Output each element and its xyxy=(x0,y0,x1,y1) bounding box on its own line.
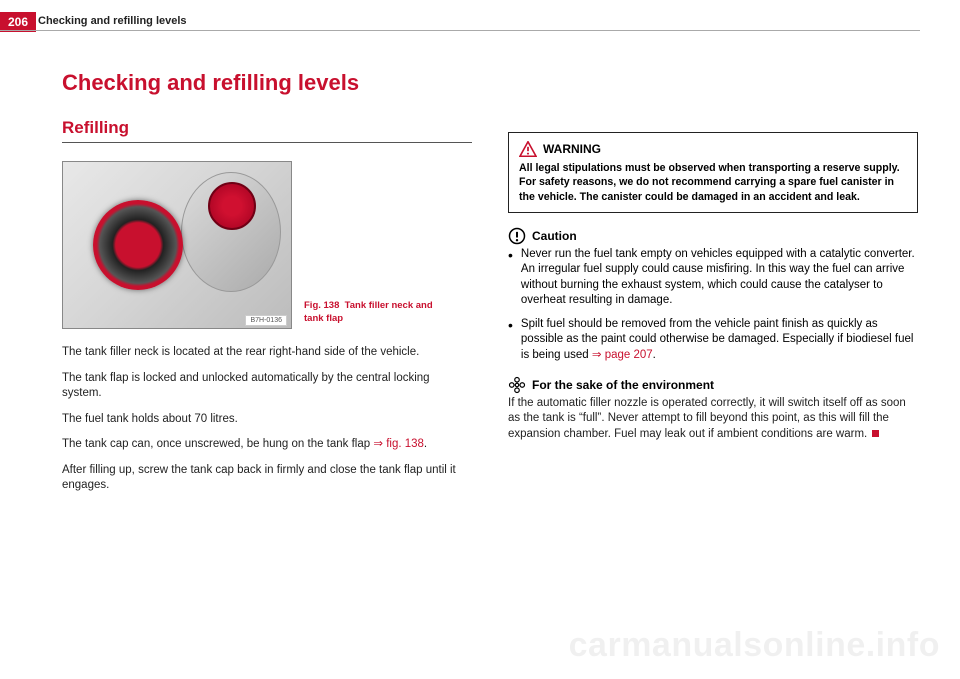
figure-row: B7H-0136 Fig. 138 Tank filler neck and t… xyxy=(62,161,472,329)
bullet-marker: • xyxy=(508,247,513,309)
manual-page: 206 Checking and refilling levels Checki… xyxy=(0,0,960,679)
caution-heading: Caution xyxy=(508,227,918,245)
left-column: Checking and refilling levels Refilling … xyxy=(62,70,472,504)
caution-circle-icon xyxy=(508,227,526,245)
warning-triangle-icon xyxy=(519,141,537,157)
paragraph: The tank flap is locked and unlocked aut… xyxy=(62,371,472,402)
page-header: 206 Checking and refilling levels xyxy=(0,12,960,32)
warning-title: WARNING xyxy=(543,142,601,156)
paragraph-text: . xyxy=(424,438,427,450)
page-reference: ⇒ page 207 xyxy=(592,349,653,361)
figure-code: B7H-0136 xyxy=(245,315,287,326)
figure-caption: Fig. 138 Tank filler neck and tank flap xyxy=(304,300,434,329)
figure-138: B7H-0136 xyxy=(62,161,292,329)
watermark: carmanualsonline.info xyxy=(569,626,940,665)
section-rule xyxy=(62,142,472,143)
bullet-item: • Spilt fuel should be removed from the … xyxy=(508,317,918,364)
environment-heading: For the sake of the environment xyxy=(508,376,918,394)
environment-text: If the automatic filler nozzle is operat… xyxy=(508,397,906,440)
bullet-text-part: . xyxy=(653,349,656,361)
end-of-section-marker xyxy=(872,430,879,437)
paragraph: After filling up, screw the tank cap bac… xyxy=(62,463,472,494)
paragraph-text: The tank cap can, once unscrewed, be hun… xyxy=(62,438,373,450)
running-title: Checking and refilling levels xyxy=(38,15,187,27)
right-column: WARNING All legal stipulations must be o… xyxy=(508,70,918,504)
flower-icon xyxy=(508,376,526,394)
warning-box: WARNING All legal stipulations must be o… xyxy=(508,132,918,213)
warning-body-text: All legal stipulations must be observed … xyxy=(519,161,907,204)
environment-body: If the automatic filler nozzle is operat… xyxy=(508,396,918,443)
bullet-marker: • xyxy=(508,317,513,364)
bullet-text: Never run the fuel tank empty on vehicle… xyxy=(521,247,918,309)
paragraph: The tank cap can, once unscrewed, be hun… xyxy=(62,437,472,453)
chapter-title: Checking and refilling levels xyxy=(62,70,472,96)
environment-title: For the sake of the environment xyxy=(532,378,714,392)
bullet-text-part: Spilt fuel should be removed from the ve… xyxy=(521,318,914,361)
section-title: Refilling xyxy=(62,118,472,138)
bullet-text: Spilt fuel should be removed from the ve… xyxy=(521,317,918,364)
content-columns: Checking and refilling levels Refilling … xyxy=(62,70,918,504)
page-number: 206 xyxy=(0,12,36,32)
figure-reference: ⇒ fig. 138 xyxy=(373,438,424,450)
paragraph: The tank filler neck is located at the r… xyxy=(62,345,472,361)
caution-title: Caution xyxy=(532,229,577,243)
warning-heading: WARNING xyxy=(519,141,907,157)
figure-caption-prefix: Fig. 138 xyxy=(304,300,339,311)
paragraph: The fuel tank holds about 70 litres. xyxy=(62,412,472,428)
fuel-neck-illustration xyxy=(93,200,183,290)
header-rule xyxy=(0,30,920,31)
fuel-cap-illustration xyxy=(208,182,256,230)
bullet-item: • Never run the fuel tank empty on vehic… xyxy=(508,247,918,309)
